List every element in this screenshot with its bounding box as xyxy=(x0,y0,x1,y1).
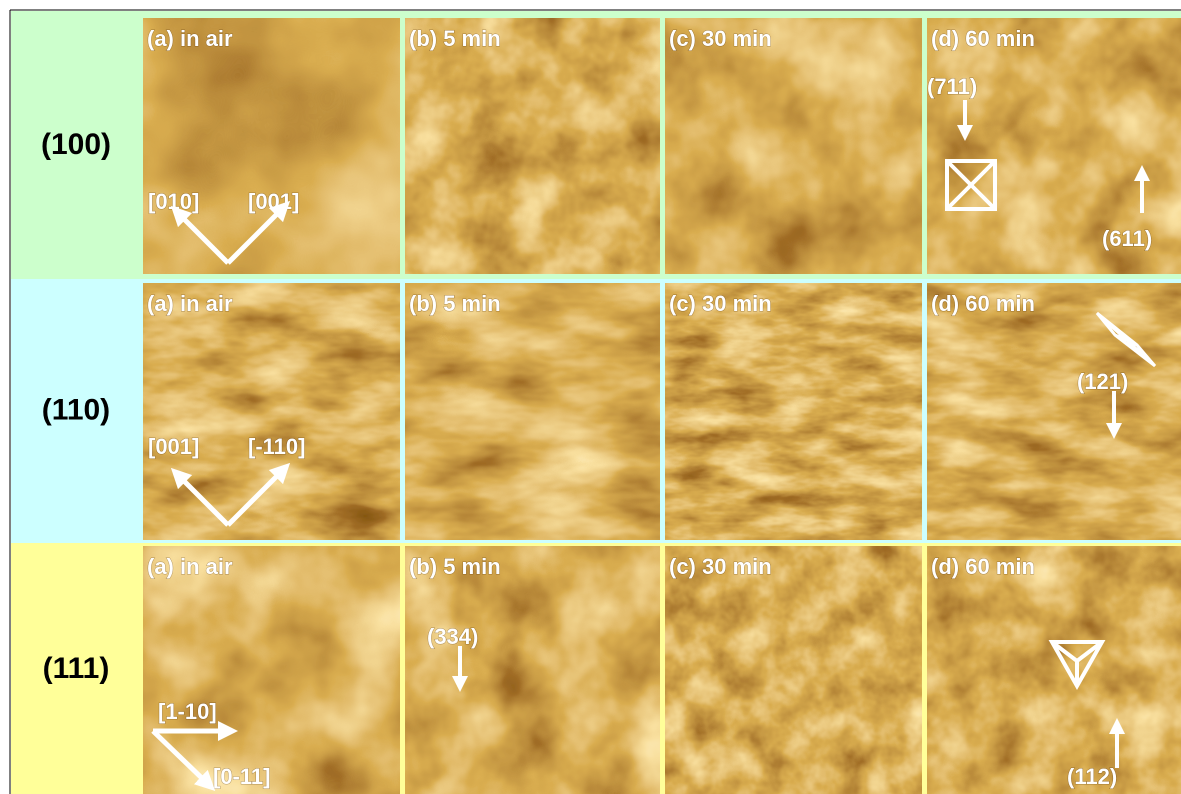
annotation-label: (121) xyxy=(1077,369,1128,394)
micrograph xyxy=(143,18,400,274)
panel-caption: (d) 60 min xyxy=(931,26,1035,51)
figure: (100) (a) in air [010] [001] (b) 5 min (c) 30… xyxy=(0,0,1181,794)
panel-caption: (b) 5 min xyxy=(409,554,501,579)
annotation-label: (711) xyxy=(927,74,977,99)
image-panel: (d) 60 min (711) (611) xyxy=(927,18,1181,274)
panel-caption: (b) 5 min xyxy=(409,291,501,316)
row-label: (100) xyxy=(41,128,111,161)
image-panel: (a) in air [010] [001] xyxy=(143,18,400,274)
annotation-label: [-110] xyxy=(248,434,305,459)
image-panel: (d) 60 min (121) xyxy=(927,283,1181,540)
panel-caption: (c) 30 min xyxy=(669,291,772,316)
image-panel: (b) 5 min xyxy=(405,18,660,274)
image-panel: (a) in air [1-10] [0-11] xyxy=(143,546,400,794)
image-panel: (c) 30 min xyxy=(665,18,922,274)
annotation-label: (611) xyxy=(1102,226,1152,251)
panel-caption: (c) 30 min xyxy=(669,26,772,51)
panel-caption: (b) 5 min xyxy=(409,26,501,51)
panel-caption: (c) 30 min xyxy=(669,554,772,579)
image-panel: (d) 60 min (112) xyxy=(927,546,1181,794)
annotation-label: (112) xyxy=(1067,764,1117,789)
row-label: (110) xyxy=(42,393,110,426)
image-panel: (c) 30 min xyxy=(665,283,922,540)
panel-caption: (a) in air xyxy=(147,26,233,51)
annotation-label: [0-11] xyxy=(213,764,270,789)
micrograph xyxy=(665,18,922,274)
annotation-label: [010] xyxy=(148,189,199,214)
annotation-label: [001] xyxy=(148,434,199,459)
image-panel: (b) 5 min (334) xyxy=(405,546,660,794)
row-label: (111) xyxy=(43,652,110,685)
panel-caption: (a) in air xyxy=(147,554,233,579)
image-panel: (b) 5 min xyxy=(405,283,660,540)
micrograph xyxy=(927,546,1181,794)
micrograph xyxy=(405,18,660,274)
annotation-label: [001] xyxy=(248,189,299,214)
panel-caption: (a) in air xyxy=(147,291,233,316)
annotation-label: (334) xyxy=(427,624,478,649)
panel-caption: (d) 60 min xyxy=(931,291,1035,316)
micrograph xyxy=(665,546,922,794)
panel-caption: (d) 60 min xyxy=(931,554,1035,579)
micrograph xyxy=(927,283,1181,540)
micrograph xyxy=(665,283,922,540)
image-panel: (a) in air [001] [-110] xyxy=(143,283,400,540)
micrograph xyxy=(405,283,660,540)
annotation-label: [1-10] xyxy=(158,699,217,724)
image-panel: (c) 30 min xyxy=(665,546,922,794)
micrograph xyxy=(405,546,660,794)
micrograph xyxy=(143,283,400,540)
